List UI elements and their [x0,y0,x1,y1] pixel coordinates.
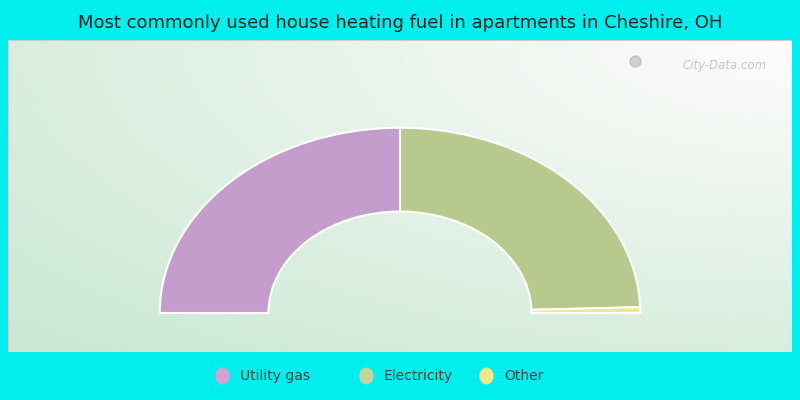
Wedge shape [400,128,640,310]
Text: Utility gas: Utility gas [240,369,310,383]
Wedge shape [160,128,400,313]
Ellipse shape [359,368,374,384]
Ellipse shape [479,368,494,384]
Text: Most commonly used house heating fuel in apartments in Cheshire, OH: Most commonly used house heating fuel in… [78,14,722,32]
Text: Electricity: Electricity [384,369,453,383]
Text: Other: Other [504,369,543,383]
Text: City-Data.com: City-Data.com [682,60,766,72]
Ellipse shape [215,368,230,384]
Wedge shape [531,307,640,313]
